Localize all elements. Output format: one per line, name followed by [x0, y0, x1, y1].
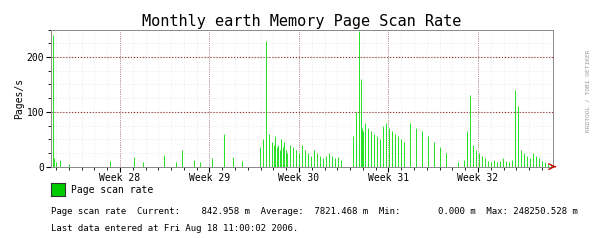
Text: RRDTOOL / TOBI OETIKER: RRDTOOL / TOBI OETIKER: [586, 49, 591, 132]
Text: Last data entered at Fri Aug 18 11:00:02 2006.: Last data entered at Fri Aug 18 11:00:02…: [51, 224, 298, 233]
Y-axis label: Pages/s: Pages/s: [14, 78, 24, 119]
Title: Monthly earth Memory Page Scan Rate: Monthly earth Memory Page Scan Rate: [142, 14, 462, 29]
Text: Page scan rate: Page scan rate: [71, 185, 154, 195]
Text: Page scan rate  Current:    842.958 m  Average:  7821.468 m  Min:       0.000 m : Page scan rate Current: 842.958 m Averag…: [51, 207, 577, 216]
